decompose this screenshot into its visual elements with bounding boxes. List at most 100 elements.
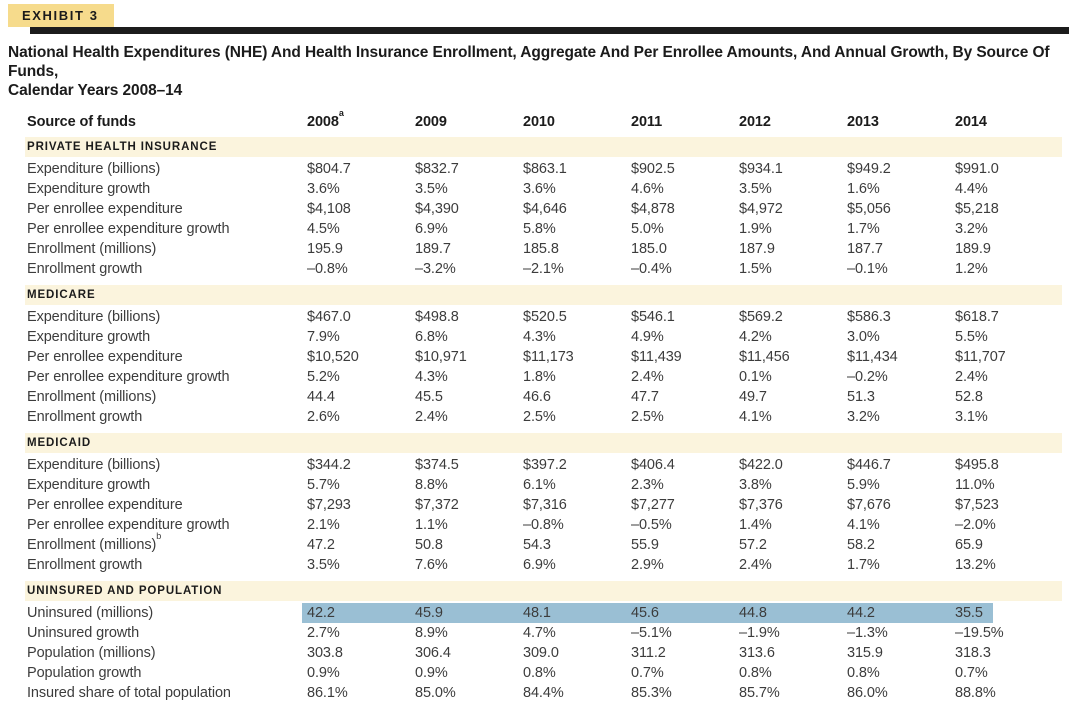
data-cell: $7,523 xyxy=(955,497,999,513)
row-label: Enrollment growth xyxy=(27,555,307,575)
data-cell: 6.9% xyxy=(523,557,556,573)
data-cell: 4.3% xyxy=(523,329,556,345)
row-label: Expenditure growth xyxy=(27,327,307,347)
column-header-2009: 2009 xyxy=(415,113,523,131)
data-cell: 2.6% xyxy=(307,409,340,425)
data-cell: 303.8 xyxy=(307,645,343,661)
data-cell: $11,456 xyxy=(739,349,790,365)
data-cell: 85.3% xyxy=(631,685,672,701)
data-cell: 5.5% xyxy=(955,329,988,345)
data-cell: 4.2% xyxy=(739,329,772,345)
data-cell: $11,434 xyxy=(847,349,898,365)
table-row-population-millions: Population (millions) 303.8 306.4 309.0 311.… xyxy=(27,643,1060,663)
data-cell: 1.8% xyxy=(523,369,556,385)
year-label: 2008 xyxy=(307,114,339,130)
data-cell: 13.2% xyxy=(955,557,996,573)
data-cell: 44.4 xyxy=(307,389,335,405)
data-cell: 4.5% xyxy=(307,221,340,237)
row-label-text: Expenditure (billions) xyxy=(27,309,161,325)
data-cell: $5,056 xyxy=(847,201,891,217)
row-label: Population growth xyxy=(27,663,307,683)
page-title: National Health Expenditures (NHE) And H… xyxy=(8,43,1069,100)
data-cell: 4.9% xyxy=(631,329,664,345)
data-cell: $902.5 xyxy=(631,161,675,177)
footnote-marker-b: b xyxy=(156,531,162,542)
row-label-text: Enrollment growth xyxy=(27,557,143,573)
data-cell: 88.8% xyxy=(955,685,996,701)
data-cell: 2.4% xyxy=(739,557,772,573)
row-label: Per enrollee expenditure xyxy=(27,199,307,219)
data-cell: 2.4% xyxy=(631,369,664,385)
row-label: Per enrollee expenditure growth xyxy=(27,219,307,239)
data-cell: 85.7% xyxy=(739,685,780,701)
data-cell: 86.1% xyxy=(307,685,348,701)
data-cell: 0.8% xyxy=(739,665,772,681)
data-cell: 0.8% xyxy=(523,665,556,681)
data-cell: –0.4% xyxy=(631,261,672,277)
row-label: Expenditure growth xyxy=(27,179,307,199)
data-cell: 1.7% xyxy=(847,221,880,237)
row-label: Per enrollee expenditure growth xyxy=(27,515,307,535)
row-label-text: Per enrollee expenditure growth xyxy=(27,369,230,385)
row-label-text: Enrollment growth xyxy=(27,409,143,425)
section-header-medicaid: MEDICAID xyxy=(25,433,1062,453)
data-cell: $498.8 xyxy=(415,309,459,325)
data-cell: 0.7% xyxy=(631,665,664,681)
row-label-text: Population (millions) xyxy=(27,645,156,661)
data-cell: 52.8 xyxy=(955,389,983,405)
data-cell: 189.9 xyxy=(955,241,991,257)
data-cell: $949.2 xyxy=(847,161,891,177)
data-cell: 1.5% xyxy=(739,261,772,277)
row-label: Population (millions) xyxy=(27,643,307,663)
table-row-per-enrollee-expenditure: Per enrollee expenditure $7,293 $7,372 $7,3… xyxy=(27,495,1060,515)
row-label-text: Uninsured growth xyxy=(27,625,140,641)
row-label-text: Expenditure growth xyxy=(27,477,151,493)
column-header-2008: 2008a xyxy=(307,109,415,131)
data-cell: $4,646 xyxy=(523,201,567,217)
row-label-text: Expenditure growth xyxy=(27,181,151,197)
data-cell: 306.4 xyxy=(415,645,451,661)
data-cell: –0.5% xyxy=(631,517,672,533)
data-cell: 2.7% xyxy=(307,625,340,641)
data-cell: 3.2% xyxy=(955,221,988,237)
data-cell: 2.5% xyxy=(523,409,556,425)
data-cell: 11.0% xyxy=(955,477,995,493)
data-cell: $991.0 xyxy=(955,161,999,177)
row-label-text: Uninsured (millions) xyxy=(27,605,154,621)
data-cell: 45.5 xyxy=(415,389,443,405)
row-label: Expenditure (billions) xyxy=(27,307,307,327)
row-label: Uninsured (millions) xyxy=(27,603,307,623)
data-cell: 7.6% xyxy=(415,557,448,573)
data-cell: $546.1 xyxy=(631,309,675,325)
data-cell: –1.3% xyxy=(847,625,888,641)
column-header-2012: 2012 xyxy=(739,113,847,131)
data-cell: 44.2 xyxy=(847,603,955,623)
data-cell: 0.9% xyxy=(307,665,340,681)
data-cell: 0.1% xyxy=(739,369,772,385)
data-cell: 6.1% xyxy=(523,477,556,493)
table-row-enrollment-growth: Enrollment growth 3.5% 7.6% 6.9% 2.9% 2.4% 1.7… xyxy=(27,555,1060,575)
data-cell: 2.4% xyxy=(955,369,988,385)
data-cell: 309.0 xyxy=(523,645,559,661)
data-cell: 55.9 xyxy=(631,537,659,553)
column-header-2010: 2010 xyxy=(523,113,631,131)
data-cell: 189.7 xyxy=(415,241,451,257)
row-label: Insured share of total population xyxy=(27,683,307,703)
data-cell: 2.4% xyxy=(415,409,448,425)
year-label: 2011 xyxy=(631,114,663,130)
exhibit-table: Source of funds 2008a 2009 2010 2011 201… xyxy=(25,109,1062,703)
data-cell: 46.6 xyxy=(523,389,551,405)
data-cell: 7.9% xyxy=(307,329,340,345)
column-header-source-of-funds: Source of funds xyxy=(27,114,136,130)
table-row-per-enrollee-expenditure: Per enrollee expenditure $4,108 $4,390 $4,6… xyxy=(27,199,1060,219)
data-cell: –3.2% xyxy=(415,261,456,277)
data-cell: 48.1 xyxy=(523,603,631,623)
data-cell: –0.1% xyxy=(847,261,888,277)
data-cell: $832.7 xyxy=(415,161,459,177)
row-label: Per enrollee expenditure xyxy=(27,495,307,515)
data-cell: 1.2% xyxy=(955,261,988,277)
data-cell: 0.8% xyxy=(847,665,880,681)
column-header-2014: 2014 xyxy=(955,113,1060,131)
data-cell: 2.5% xyxy=(631,409,664,425)
table-row-enrollment-millions: Enrollment (millions) 44.4 45.5 46.6 47.7 49.… xyxy=(27,387,1060,407)
